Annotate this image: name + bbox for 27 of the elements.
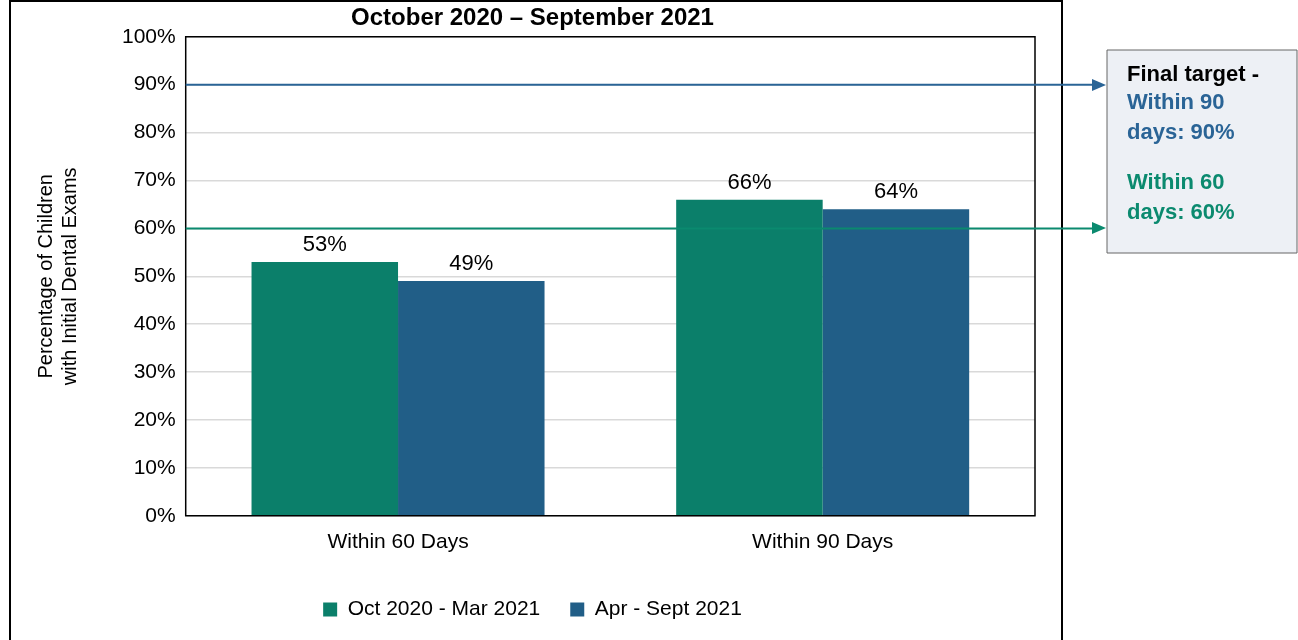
text: Final target - — [1127, 61, 1260, 87]
y-tick-label: 90% — [133, 71, 176, 95]
text: 64% — [873, 178, 918, 204]
y-tick-label: 30% — [133, 358, 176, 382]
y-tick-label: 0% — [145, 502, 176, 526]
text: 53% — [302, 230, 347, 256]
y-tick-label: 10% — [133, 454, 176, 478]
y-tick-label: 100% — [121, 23, 176, 47]
y-tick-label: 40% — [133, 311, 176, 334]
x-tick-label: Within 60 Days — [327, 529, 469, 553]
bar — [398, 281, 545, 516]
text: 49% — [449, 250, 494, 276]
chart-title: October 2020 – September 2021 — [351, 3, 714, 31]
bar — [822, 209, 970, 516]
bar — [251, 261, 399, 516]
ref-line-label: Within 60 days: 60% — [1127, 169, 1235, 225]
text: 66% — [727, 168, 772, 194]
legend-label: Apr - Sept 2021 — [594, 596, 742, 620]
legend-label: Oct 2020 - Mar 2021 — [347, 596, 541, 620]
y-tick-label: 50% — [133, 263, 176, 287]
y-tick-label: 20% — [133, 406, 176, 430]
ref-line-label: Within 90 days: 90% — [1127, 89, 1235, 145]
y-axis-title: Percentage of Children with Initial Dental Exams — [33, 167, 80, 387]
y-tick-label: 60% — [133, 215, 176, 239]
y-tick-label: 70% — [133, 167, 176, 191]
y-tick-label: 80% — [133, 119, 176, 143]
x-tick-label: Within 90 Days — [752, 529, 894, 553]
